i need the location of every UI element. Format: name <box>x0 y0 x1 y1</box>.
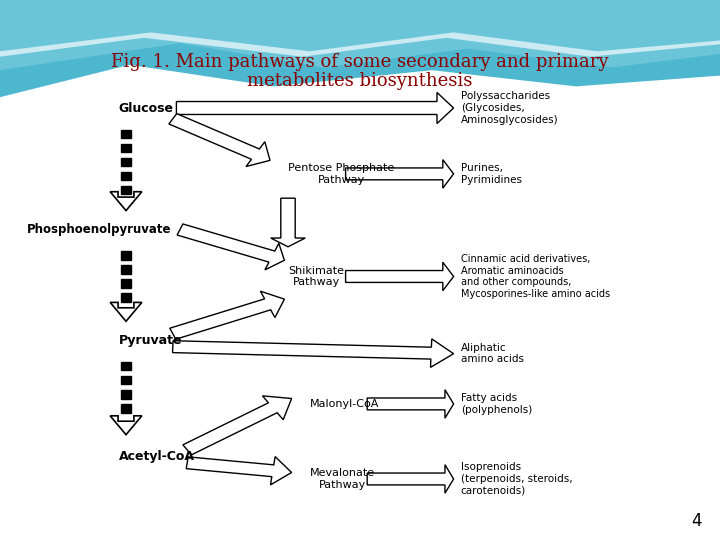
Text: Pentose Phosphate
Pathway: Pentose Phosphate Pathway <box>288 163 395 185</box>
Polygon shape <box>110 302 142 321</box>
Bar <box>121 362 131 370</box>
Text: Isoprenoids
(terpenoids, steroids,
carotenoids): Isoprenoids (terpenoids, steroids, carot… <box>461 462 572 496</box>
Bar <box>121 172 131 180</box>
Text: Aliphatic
amino acids: Aliphatic amino acids <box>461 343 523 364</box>
Bar <box>121 390 131 399</box>
Polygon shape <box>173 339 454 367</box>
Text: Cinnamic acid derivatives,
Aromatic aminoacids
and other compounds,
Mycosporines: Cinnamic acid derivatives, Aromatic amin… <box>461 254 610 299</box>
Bar <box>121 404 131 413</box>
Bar <box>121 293 131 302</box>
Polygon shape <box>170 291 284 339</box>
Polygon shape <box>346 262 454 291</box>
Bar <box>121 251 131 260</box>
Bar <box>121 158 131 166</box>
Text: Shikimate
Pathway: Shikimate Pathway <box>288 266 344 287</box>
Text: Fig. 1. Main pathways of some secondary and primary: Fig. 1. Main pathways of some secondary … <box>112 53 608 71</box>
Polygon shape <box>177 224 284 270</box>
Text: Phosphoenolpyruvate: Phosphoenolpyruvate <box>27 223 172 236</box>
Text: Malonyl-CoA: Malonyl-CoA <box>310 399 379 409</box>
Text: Purines,
Pyrimidines: Purines, Pyrimidines <box>461 163 522 185</box>
Bar <box>121 144 131 152</box>
Polygon shape <box>183 396 292 455</box>
Polygon shape <box>367 390 454 418</box>
Text: Acetyl-CoA: Acetyl-CoA <box>119 450 195 463</box>
Polygon shape <box>271 198 305 247</box>
Polygon shape <box>110 192 142 211</box>
Polygon shape <box>176 92 454 124</box>
Bar <box>121 186 131 194</box>
Polygon shape <box>186 457 292 485</box>
Bar <box>121 279 131 288</box>
Text: Glucose: Glucose <box>119 102 174 114</box>
Text: Fatty acids
(polyphenols): Fatty acids (polyphenols) <box>461 393 532 415</box>
Bar <box>121 265 131 274</box>
Text: Pyruvate: Pyruvate <box>119 334 182 347</box>
Polygon shape <box>367 465 454 493</box>
Text: Mevalonate
Pathway: Mevalonate Pathway <box>310 468 374 490</box>
Text: 4: 4 <box>691 512 702 530</box>
Polygon shape <box>110 416 142 435</box>
Polygon shape <box>346 160 454 188</box>
Text: Polyssaccharides
(Glycosides,
Aminosglycosides): Polyssaccharides (Glycosides, Aminosglyc… <box>461 91 559 125</box>
Text: metabolites biosynthesis: metabolites biosynthesis <box>247 72 473 90</box>
Polygon shape <box>169 113 270 166</box>
Polygon shape <box>0 0 720 70</box>
Polygon shape <box>0 32 720 57</box>
Bar <box>121 130 131 138</box>
Polygon shape <box>0 0 720 97</box>
Bar <box>121 376 131 384</box>
